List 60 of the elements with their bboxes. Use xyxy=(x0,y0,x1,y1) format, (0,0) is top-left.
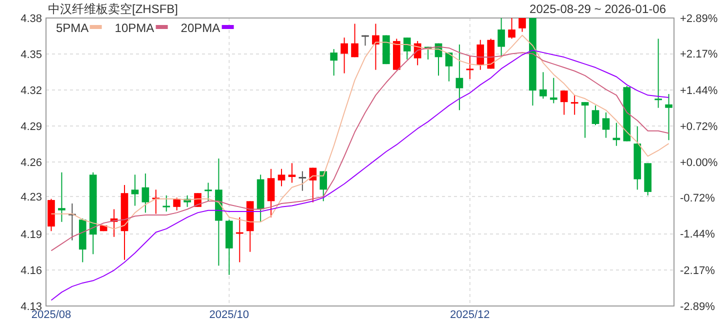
candlestick xyxy=(602,112,610,138)
candlestick xyxy=(204,182,212,202)
candlestick xyxy=(445,52,453,82)
candlestick xyxy=(518,18,526,32)
candlestick xyxy=(592,105,600,126)
candlestick xyxy=(236,216,244,263)
candlestick xyxy=(466,56,474,80)
x-tick-label: 2025/12 xyxy=(450,309,490,320)
candlestick xyxy=(570,94,578,116)
y2-tick-label: -0.72% xyxy=(680,192,716,205)
candlestick xyxy=(508,18,516,40)
candlestick xyxy=(309,167,317,203)
candlestick xyxy=(320,170,328,202)
y2-tick-label: +0.00% xyxy=(680,156,718,169)
candlestick xyxy=(131,174,139,206)
chart-title: 中汉纤维板卖空[ZHSFB] xyxy=(48,2,178,16)
y-tick-label: 4.26 xyxy=(20,156,42,169)
y-tick-label: 4.19 xyxy=(20,228,42,241)
candlestick xyxy=(540,72,547,100)
y-tick-label: 4.29 xyxy=(20,120,42,133)
y2-tick-label: +1.44% xyxy=(680,85,718,98)
y2-tick-label: -2.17% xyxy=(680,264,716,277)
candlestick xyxy=(298,170,306,192)
y2-tick-label: -1.44% xyxy=(680,228,716,241)
line-series xyxy=(50,50,670,301)
x-tick-label: 2025/10 xyxy=(209,309,250,320)
legend-label: 5PMA xyxy=(56,21,89,35)
candlestick xyxy=(665,94,672,141)
candlestick xyxy=(372,23,380,70)
y2-tick-label: -2.89% xyxy=(680,300,716,313)
legend-label: 20PMA xyxy=(180,21,220,35)
candlestick xyxy=(288,162,296,184)
candlestick xyxy=(340,37,348,74)
x-tick-label: 2025/08 xyxy=(31,309,72,320)
candlestick xyxy=(476,39,484,70)
candlestick xyxy=(456,44,464,111)
candlestick xyxy=(142,173,150,214)
candlestick xyxy=(560,90,568,116)
candlestick xyxy=(173,197,180,211)
chart-subtitle: 2025-08-29 ~ 2026-01-06 xyxy=(530,2,666,16)
legend-label: 10PMA xyxy=(114,21,154,35)
y2-tick-label: +2.89% xyxy=(680,12,718,25)
candlestick xyxy=(58,172,66,222)
candlestick xyxy=(654,38,662,108)
y-tick-label: 4.16 xyxy=(20,264,42,277)
y-tick-label: 4.35 xyxy=(20,48,42,61)
y-tick-label: 4.23 xyxy=(20,191,42,204)
y2-tick-label: +2.17% xyxy=(680,48,718,61)
candlestick xyxy=(162,194,170,212)
candlestick xyxy=(550,77,558,104)
candlestick xyxy=(581,102,589,138)
y2-tick-label: +0.72% xyxy=(680,120,718,133)
y-tick-label: 4.32 xyxy=(20,84,42,97)
candlestick xyxy=(267,168,275,218)
candlestick xyxy=(330,48,338,76)
y-tick-label: 4.38 xyxy=(20,12,42,25)
candlestick xyxy=(278,168,286,187)
candlestick xyxy=(498,18,505,58)
candlestick xyxy=(351,23,358,58)
candlestick xyxy=(403,37,411,60)
